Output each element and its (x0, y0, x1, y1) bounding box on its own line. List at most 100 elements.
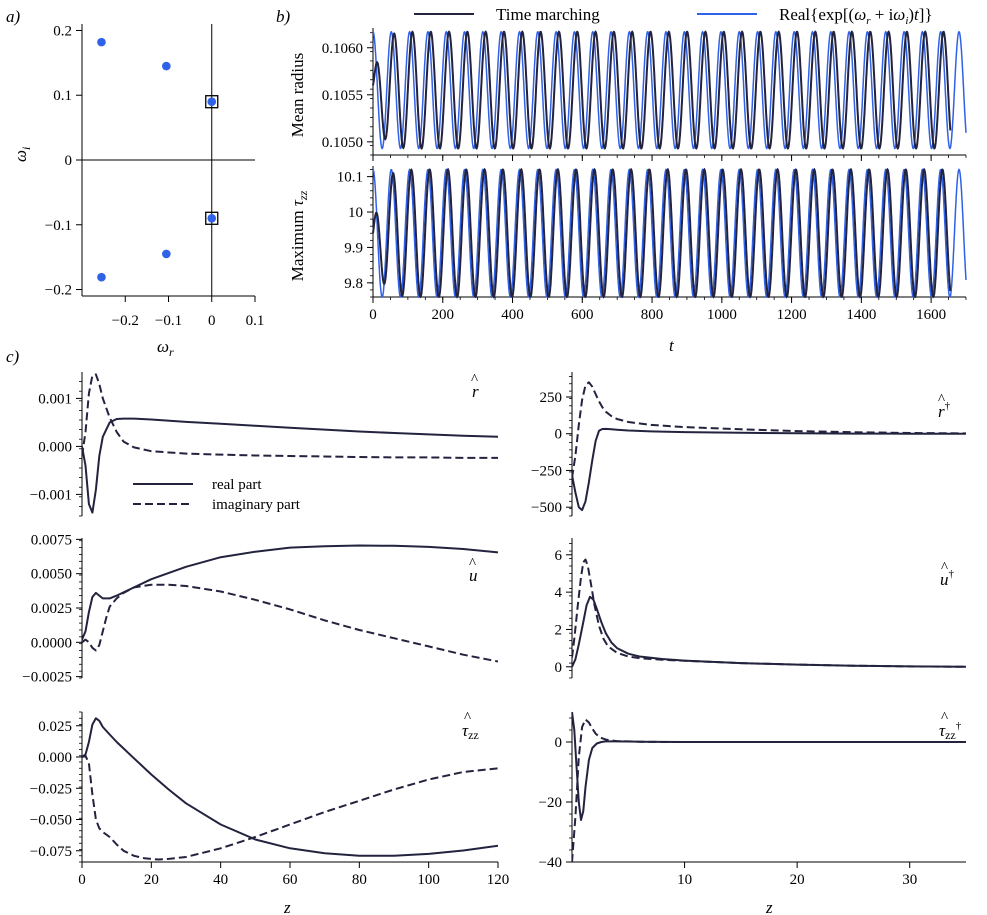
b_bottom-xtick-label: 1200 (777, 307, 807, 323)
c_u-ytick-label: −0.0025 (22, 670, 72, 686)
c_tau_adj-ytick-label: 0 (555, 735, 563, 751)
ylabel-max-tau: Maximum τzz (288, 190, 310, 281)
b_bottom-series-real-exp (372, 168, 967, 299)
c_tau-xtick-label: 120 (487, 872, 510, 888)
svg-text:r: r (472, 382, 479, 401)
a-highlight-square (205, 211, 219, 225)
c_u-ytick-label: 0.0050 (31, 567, 72, 583)
c_r-ytick-label: −0.001 (30, 487, 72, 503)
b_bottom-xtick-label: 200 (432, 307, 455, 323)
c_tau-ytick-label: −0.075 (30, 844, 72, 860)
c_tau-xtick-label: 60 (283, 872, 298, 888)
c_tau-xtick-label: 80 (352, 872, 367, 888)
c_u-series-real (82, 544, 498, 640)
a-ytick-label: −0.1 (45, 218, 72, 234)
c_u_adj-ytick-label: 2 (555, 622, 563, 638)
c_r_adj-ytick-label: 250 (540, 390, 563, 406)
xlabel-z-left: z (283, 898, 291, 915)
xlabel-z-right: z (765, 898, 773, 915)
c_r-series-imaginary (82, 373, 498, 459)
b_bottom-ytick-label: 10 (348, 205, 363, 221)
var-label-tau: τzz^ (462, 710, 479, 742)
c_tau-ytick-label: −0.025 (30, 781, 72, 797)
c_u_adj-ytick-label: 6 (555, 548, 563, 564)
c_u-series-imaginary (82, 583, 498, 663)
a-eigenvalue-point (97, 272, 106, 282)
b_bottom-xtick-label: 1400 (846, 307, 876, 323)
svg-text:^: ^ (471, 372, 478, 388)
c_tau_adj-xtick-label: 20 (790, 872, 805, 888)
a-highlight-square (205, 95, 219, 109)
c_u-ytick-label: 0.0000 (31, 635, 72, 651)
b_bottom-xtick-label: 0 (369, 307, 377, 323)
svg-text:^: ^ (941, 710, 948, 726)
a-eigenvalue-point (207, 213, 217, 223)
c_tau-ytick-label: 0.025 (38, 719, 72, 735)
legend-c-label-imag: imaginary part (212, 497, 301, 513)
a-eigenvalue-point (162, 249, 171, 259)
a-eigenvalue-point (162, 61, 171, 71)
c_tau-xtick-label: 0 (78, 872, 86, 888)
b_bottom-ytick-label: 9.8 (344, 276, 363, 292)
b_bottom-xtick-label: 1000 (707, 307, 737, 323)
a-xtick-label: 0 (208, 313, 216, 329)
a-ytick-label: 0 (65, 153, 73, 169)
svg-text:^: ^ (938, 392, 945, 408)
var-label-tau-adj: τzz†^ (939, 710, 962, 742)
c_u-ytick-label: 0.0075 (31, 532, 72, 548)
b_top-ytick-label: 0.1055 (322, 88, 363, 104)
panel-label-c: c) (6, 347, 20, 366)
a-xtick-label: −0.2 (112, 313, 139, 329)
b_top-series-real-exp (372, 30, 967, 150)
a-xtick-label: 0.1 (246, 313, 265, 329)
c_r_adj-ytick-label: −500 (531, 500, 562, 516)
ylabel-omega-i: ωi (11, 147, 33, 162)
legend-c-label-real: real part (212, 477, 262, 493)
b_bottom-series-time-marching (372, 167, 952, 299)
c_tau-ytick-label: 0.000 (38, 750, 72, 766)
b_bottom-xtick-label: 800 (641, 307, 664, 323)
c_r_adj-series-real (572, 427, 966, 512)
a-eigenvalue-point (207, 97, 217, 107)
panel-label-a: a) (6, 7, 21, 26)
xlabel-omega-r: ωr (157, 337, 174, 359)
var-label-r: r^ (471, 372, 479, 401)
legend-label-time-marching: Time marching (496, 5, 600, 24)
c_tau_adj-xtick-label: 30 (902, 872, 917, 888)
c_u_adj-ytick-label: 4 (555, 585, 563, 601)
b_top-series-time-marching (372, 30, 952, 150)
b_bottom-xtick-label: 1600 (916, 307, 946, 323)
a-ytick-label: −0.2 (45, 283, 72, 299)
svg-text:^: ^ (464, 710, 471, 726)
c_tau-series-real (82, 717, 498, 857)
a-eigenvalue-point (97, 37, 106, 47)
c_u-ytick-label: 0.0025 (31, 601, 72, 617)
ylabel-mean-radius: Mean radius (288, 53, 307, 138)
c_tau_adj-ytick-label: −40 (539, 855, 562, 871)
c_u_adj-series-real (572, 595, 966, 668)
c_tau_adj-series-real (572, 711, 966, 821)
var-label-r-adj: r†^ (938, 392, 951, 421)
panel-label-b: b) (276, 7, 291, 26)
c_r_adj-ytick-label: −250 (531, 463, 562, 479)
var-label-u: u^ (469, 556, 478, 585)
c_tau-xtick-label: 100 (417, 872, 440, 888)
b_bottom-xtick-label: 400 (501, 307, 524, 323)
c_tau-xtick-label: 40 (213, 872, 228, 888)
c_r_adj-ytick-label: 0 (555, 427, 563, 443)
c_tau-ytick-label: −0.050 (30, 813, 72, 829)
legend-c: real part imaginary part (133, 477, 301, 513)
c_u_adj-series-imaginary (572, 558, 966, 668)
b_bottom-ytick-label: 10.1 (337, 170, 363, 186)
c_tau-xtick-label: 20 (144, 872, 159, 888)
c_tau_adj-series-imaginary (572, 718, 966, 863)
b_bottom-xtick-label: 600 (571, 307, 594, 323)
b_top-ytick-label: 0.1050 (322, 135, 363, 151)
c_r-ytick-label: 0.001 (38, 391, 72, 407)
b_bottom-ytick-label: 9.9 (344, 240, 363, 256)
b_top-ytick-label: 0.1060 (322, 41, 363, 57)
svg-text:u: u (469, 566, 478, 585)
var-label-u-adj: u†^ (940, 560, 955, 589)
c_u_adj-ytick-label: 0 (555, 660, 563, 676)
